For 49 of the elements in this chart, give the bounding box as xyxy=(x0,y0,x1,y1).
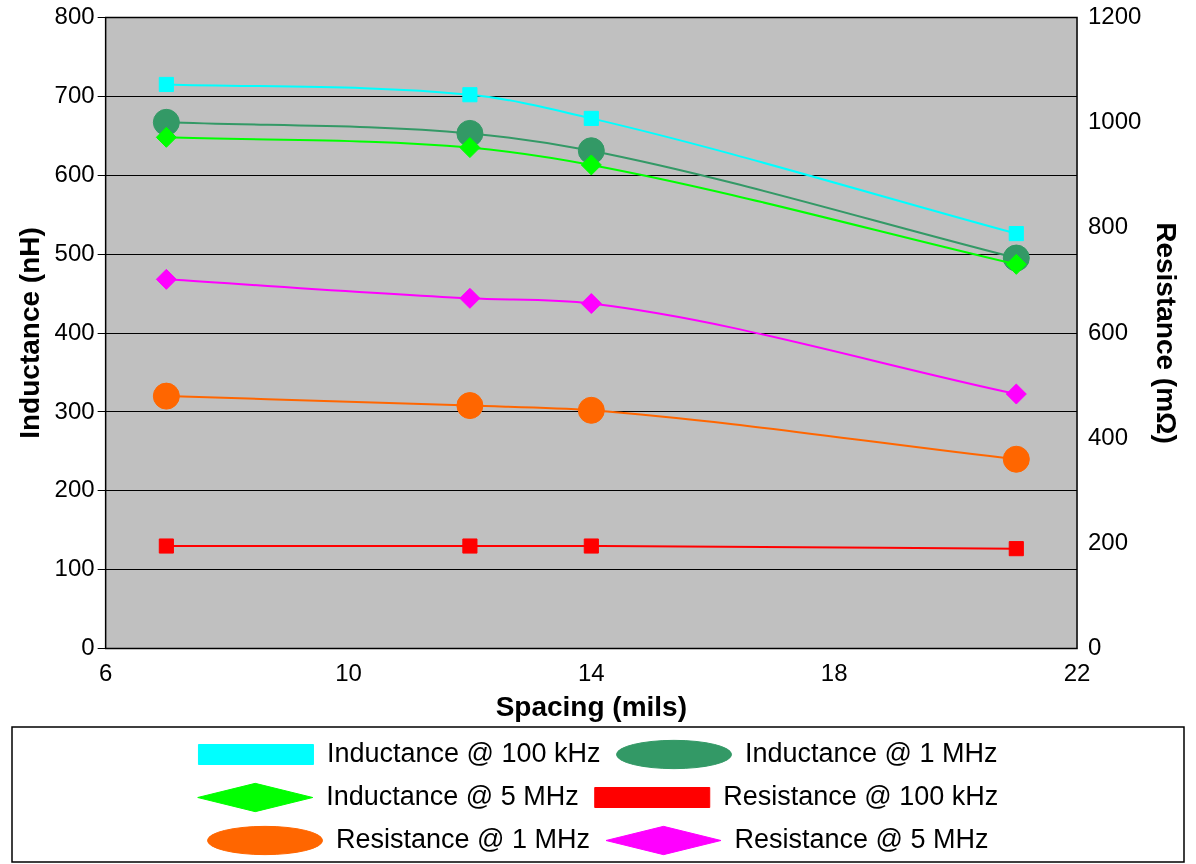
y2-tick-label: 600 xyxy=(1088,317,1129,345)
x-tick-label: 6 xyxy=(98,658,113,686)
legend-label: Resistance @ 1 MHz xyxy=(336,823,590,854)
y2-tick-label: 1200 xyxy=(1088,2,1142,30)
y2-tick-label: 1000 xyxy=(1088,107,1142,135)
y-axis-title: Inductance (nH) xyxy=(13,227,45,439)
x-axis-title: Spacing (mils) xyxy=(495,690,688,722)
point xyxy=(456,392,484,420)
point xyxy=(580,154,602,176)
point xyxy=(158,76,174,93)
y2-tick-label: 800 xyxy=(1088,212,1129,240)
y2-tick-label: 0 xyxy=(1088,633,1102,661)
y-tick-label: 0 xyxy=(81,633,95,661)
x-tick-label: 18 xyxy=(820,658,848,686)
y-tick-label: 100 xyxy=(54,554,95,582)
y-tick-label: 700 xyxy=(54,80,95,108)
point xyxy=(1008,226,1024,242)
point xyxy=(459,287,481,309)
point xyxy=(459,137,481,159)
point xyxy=(155,268,177,290)
y-tick-label: 800 xyxy=(54,2,95,30)
point xyxy=(1008,541,1024,557)
point xyxy=(583,110,599,126)
point xyxy=(462,87,478,103)
point xyxy=(1005,383,1027,405)
x-tick-label: 22 xyxy=(1063,658,1091,686)
point xyxy=(158,538,174,554)
legend-label: Resistance @ 100 kHz xyxy=(723,780,999,811)
y-tick-label: 200 xyxy=(54,475,95,503)
point xyxy=(462,538,478,554)
legend-label: Inductance @ 1 MHz xyxy=(745,737,998,768)
point xyxy=(152,382,180,410)
x-tick-label: 10 xyxy=(335,658,362,686)
y2-tick-label: 400 xyxy=(1088,422,1129,450)
point xyxy=(583,538,599,554)
y-tick-label: 300 xyxy=(54,396,95,424)
y-tick-label: 400 xyxy=(54,317,95,345)
legend-label: Inductance @ 5 MHz xyxy=(326,780,579,811)
y-tick-label: 600 xyxy=(54,159,95,187)
legend-label: Resistance @ 5 MHz xyxy=(734,823,989,854)
y-tick-label: 500 xyxy=(54,238,95,266)
point xyxy=(577,396,605,424)
point xyxy=(155,126,177,148)
point xyxy=(580,293,602,315)
x-tick-label: 14 xyxy=(577,658,605,686)
legend-label: Inductance @ 100 kHz xyxy=(326,737,601,768)
y2-tick-label: 200 xyxy=(1088,528,1129,556)
y2-axis-title: Resistance (mΩ) xyxy=(1151,222,1183,444)
point xyxy=(1002,445,1030,473)
